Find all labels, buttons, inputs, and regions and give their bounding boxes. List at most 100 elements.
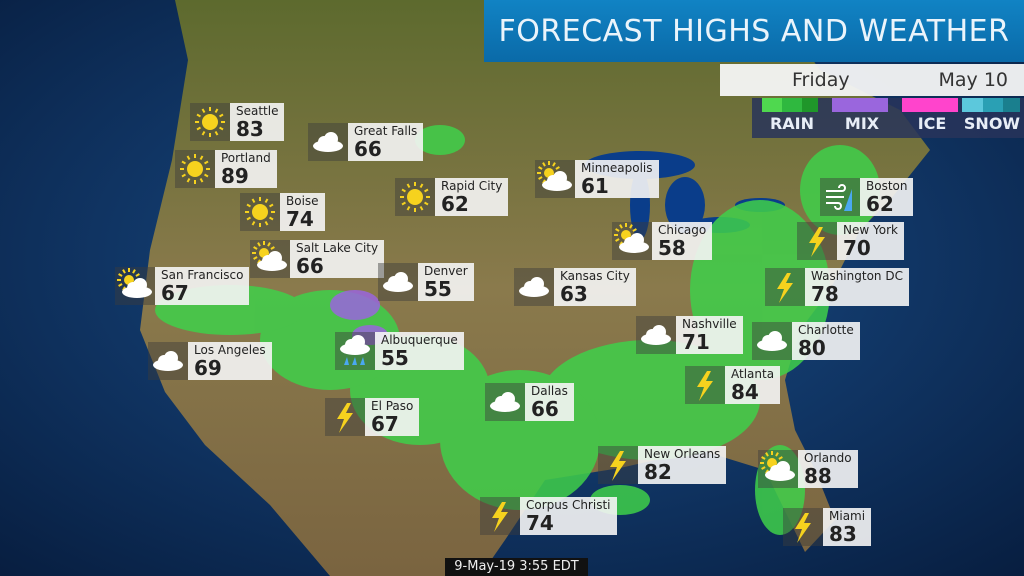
legend-swatch-snow bbox=[1003, 98, 1020, 112]
thunderstorm-icon bbox=[480, 497, 520, 535]
city-label: Portland 89 bbox=[215, 150, 277, 188]
city-high-temp: 71 bbox=[682, 330, 710, 354]
partly-cloudy-icon bbox=[758, 450, 798, 488]
city-label: Boston 62 bbox=[860, 178, 914, 216]
city-high-temp: 63 bbox=[560, 282, 588, 306]
city-label: New Orleans 82 bbox=[638, 446, 727, 484]
legend-label-ice: ICE bbox=[917, 114, 947, 133]
city-label: Denver 55 bbox=[418, 263, 474, 301]
city-high-temp: 88 bbox=[804, 464, 832, 488]
city-name: Chicago bbox=[658, 223, 707, 237]
city-name: Albuquerque bbox=[381, 333, 458, 347]
city-label: Rapid City 62 bbox=[435, 178, 509, 216]
city-high-temp: 67 bbox=[371, 412, 399, 436]
city-label: Nashville 71 bbox=[676, 316, 743, 354]
cloud-icon bbox=[148, 342, 188, 380]
city-high-temp: 55 bbox=[424, 277, 452, 301]
partly-cloudy-icon bbox=[250, 240, 290, 278]
legend-swatch-ice bbox=[902, 98, 958, 112]
city-high-temp: 80 bbox=[798, 336, 826, 360]
city-label: New York 70 bbox=[837, 222, 904, 260]
city-high-temp: 62 bbox=[441, 192, 469, 216]
city-name: Rapid City bbox=[441, 179, 503, 193]
city-seattle: Seattle 83 bbox=[190, 103, 285, 141]
cloud-icon bbox=[636, 316, 676, 354]
city-high-temp: 89 bbox=[221, 164, 249, 188]
city-name: Dallas bbox=[531, 384, 568, 398]
wind-rain-icon bbox=[820, 178, 860, 216]
city-label: Salt Lake City 66 bbox=[290, 240, 385, 278]
city-high-temp: 62 bbox=[866, 192, 894, 216]
city-label: Miami 83 bbox=[823, 508, 872, 546]
city-orlando: Orlando 88 bbox=[758, 450, 858, 488]
city-high-temp: 78 bbox=[811, 282, 839, 306]
city-name: Salt Lake City bbox=[296, 241, 379, 255]
sun-icon bbox=[395, 178, 435, 216]
legend-swatch-rain bbox=[782, 98, 802, 112]
city-label: Orlando 88 bbox=[798, 450, 858, 488]
city-high-temp: 74 bbox=[526, 511, 554, 535]
city-label: San Francisco 67 bbox=[155, 267, 250, 305]
city-kansas-city: Kansas City 63 bbox=[514, 268, 636, 306]
city-high-temp: 66 bbox=[296, 254, 324, 278]
legend-label-mix: MIX bbox=[844, 114, 880, 133]
city-rapid-city: Rapid City 62 bbox=[395, 178, 509, 216]
city-label: Dallas 66 bbox=[525, 383, 574, 421]
city-label: El Paso 67 bbox=[365, 398, 420, 436]
map-title: FORECAST HIGHS AND WEATHER bbox=[484, 0, 1024, 62]
city-name: Boston bbox=[866, 179, 908, 193]
partly-cloudy-icon bbox=[612, 222, 652, 260]
city-name: Great Falls bbox=[354, 124, 418, 138]
city-name: El Paso bbox=[371, 399, 414, 413]
city-minneapolis: Minneapolis 61 bbox=[535, 160, 659, 198]
city-label: Seattle 83 bbox=[230, 103, 285, 141]
city-name: San Francisco bbox=[161, 268, 244, 282]
city-salt-lake-city: Salt Lake City 66 bbox=[250, 240, 385, 278]
city-high-temp: 82 bbox=[644, 460, 672, 484]
city-name: Washington DC bbox=[811, 269, 903, 283]
legend-swatch-rain bbox=[802, 98, 818, 112]
city-atlanta: Atlanta 84 bbox=[685, 366, 781, 404]
city-washington-dc: Washington DC 78 bbox=[765, 268, 909, 306]
city-label: Corpus Christi 74 bbox=[520, 497, 617, 535]
city-label: Los Angeles 69 bbox=[188, 342, 272, 380]
city-label: Atlanta 84 bbox=[725, 366, 781, 404]
city-label: Minneapolis 61 bbox=[575, 160, 659, 198]
city-san-francisco: San Francisco 67 bbox=[115, 267, 250, 305]
city-high-temp: 66 bbox=[531, 397, 559, 421]
city-name: New Orleans bbox=[644, 447, 721, 461]
cloud-icon bbox=[752, 322, 792, 360]
city-el-paso: El Paso 67 bbox=[325, 398, 420, 436]
city-name: Corpus Christi bbox=[526, 498, 611, 512]
thunderstorm-icon bbox=[765, 268, 805, 306]
city-great-falls: Great Falls 66 bbox=[308, 123, 424, 161]
cloud-icon bbox=[514, 268, 554, 306]
city-name: Denver bbox=[424, 264, 468, 278]
city-name: Atlanta bbox=[731, 367, 775, 381]
city-high-temp: 83 bbox=[829, 522, 857, 546]
sun-icon bbox=[240, 193, 280, 231]
city-name: Nashville bbox=[682, 317, 737, 331]
legend-swatch-rain bbox=[762, 98, 782, 112]
city-name: Seattle bbox=[236, 104, 279, 118]
city-portland: Portland 89 bbox=[175, 150, 277, 188]
legend-swatch-snow bbox=[962, 98, 983, 112]
city-name: New York bbox=[843, 223, 898, 237]
thunderstorm-icon bbox=[797, 222, 837, 260]
rain-icon bbox=[335, 332, 375, 370]
city-denver: Denver 55 bbox=[378, 263, 474, 301]
legend-swatch-snow bbox=[982, 98, 1004, 112]
city-albuquerque: Albuquerque 55 bbox=[335, 332, 464, 370]
sun-icon bbox=[190, 103, 230, 141]
city-name: Orlando bbox=[804, 451, 852, 465]
city-high-temp: 55 bbox=[381, 346, 409, 370]
city-high-temp: 58 bbox=[658, 236, 686, 260]
city-name: Miami bbox=[829, 509, 866, 523]
partly-cloudy-icon bbox=[535, 160, 575, 198]
city-label: Albuquerque 55 bbox=[375, 332, 464, 370]
legend-swatch-mix bbox=[832, 98, 888, 112]
city-name: Charlotte bbox=[798, 323, 854, 337]
forecast-date: May 10 bbox=[938, 69, 1009, 91]
city-dallas: Dallas 66 bbox=[485, 383, 574, 421]
city-label: Charlotte 80 bbox=[792, 322, 860, 360]
